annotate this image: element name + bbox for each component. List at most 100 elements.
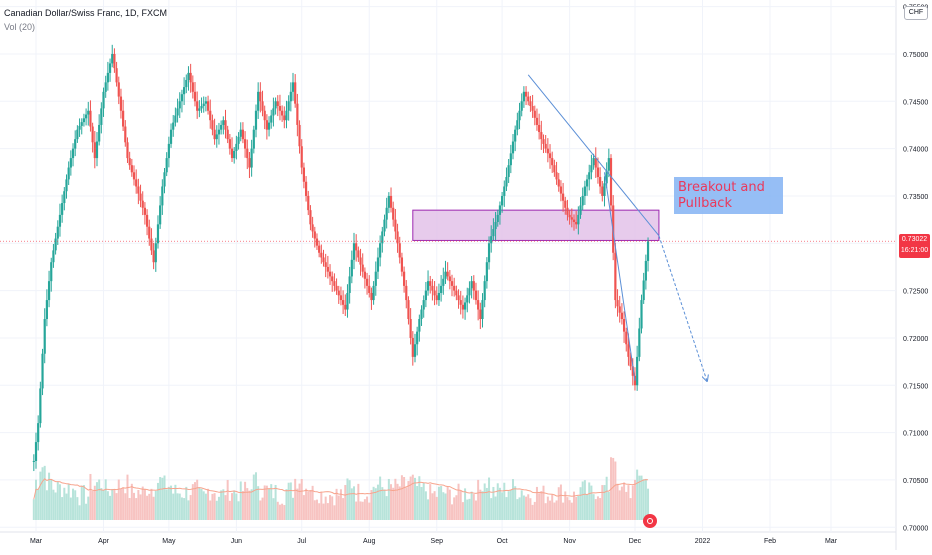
legend: Canadian Dollar/Swiss Franc, 1D, FXCM Vo…	[4, 6, 167, 34]
candle-body	[78, 125, 81, 130]
volume-bar	[80, 485, 83, 520]
volume-bar	[353, 486, 355, 520]
x-tick-label: Jul	[297, 538, 306, 545]
candle-body	[564, 200, 567, 208]
candle-body	[115, 68, 118, 83]
volume-bar	[612, 457, 615, 520]
volume-bar	[322, 503, 325, 520]
candle-body	[385, 207, 388, 220]
candle-body	[294, 82, 297, 104]
currency-badge[interactable]: CHF	[904, 6, 928, 20]
volume-bar	[575, 496, 578, 520]
candle-body	[185, 79, 188, 88]
y-tick-label: 0.72500	[903, 289, 928, 296]
volume-bar	[546, 496, 549, 520]
volume-bar	[494, 496, 497, 520]
volume-bar	[579, 487, 582, 520]
candle-body	[498, 205, 502, 215]
volume-bar	[396, 483, 399, 520]
volume-bar	[431, 493, 434, 520]
candle-body	[566, 207, 569, 215]
candle-body	[307, 195, 310, 211]
volume-bar	[196, 479, 199, 520]
volume-bar	[231, 493, 234, 520]
tradingview-logo-icon[interactable]	[643, 514, 657, 528]
candle-body	[470, 281, 473, 289]
volume-bar	[119, 488, 122, 520]
volume-bar	[474, 500, 477, 520]
candle-body	[514, 129, 517, 142]
candle-body	[603, 183, 606, 196]
volume-bar	[172, 493, 175, 520]
volume-bar	[383, 489, 386, 520]
volume-bar	[72, 488, 75, 520]
candle-body	[196, 101, 199, 111]
candle-body	[542, 139, 545, 144]
candle-body	[150, 238, 153, 251]
candle-body	[376, 257, 380, 272]
volume-bar	[289, 482, 292, 520]
volume-bar	[603, 485, 606, 520]
candle-body	[141, 200, 144, 208]
candle-body	[191, 82, 194, 92]
candle-body	[442, 278, 445, 286]
volume-bar	[485, 487, 488, 520]
candle-body	[252, 129, 255, 149]
candle-body	[409, 319, 412, 338]
candle-body	[139, 193, 142, 201]
volume-bar	[625, 491, 628, 520]
volume-bar	[226, 479, 229, 520]
volume-bar	[100, 488, 103, 520]
y-tick-label: 0.75000	[903, 52, 928, 59]
volume-bar	[292, 497, 295, 520]
volume-bar	[339, 489, 342, 520]
volume-bar	[424, 491, 427, 520]
candle-body	[34, 442, 38, 462]
volume-bar	[76, 497, 79, 520]
volume-bar	[268, 488, 271, 520]
volume-bar	[58, 484, 61, 520]
candle-body	[487, 243, 491, 263]
candle-body	[152, 250, 155, 263]
volume-bar	[65, 493, 68, 520]
volume-bar	[141, 486, 144, 520]
candle-body	[163, 172, 166, 187]
candle-body	[104, 82, 107, 92]
volume-bar	[217, 496, 220, 520]
candle-body	[161, 186, 164, 206]
volume-label[interactable]: Vol (20)	[4, 22, 36, 32]
volume-bar	[213, 493, 216, 520]
volume-bar	[512, 479, 514, 520]
volume-bar	[400, 475, 403, 520]
volume-bar	[87, 496, 90, 520]
candle-body	[132, 172, 136, 180]
candle-body	[627, 344, 630, 357]
candle-body	[577, 214, 580, 225]
candle-body	[261, 101, 264, 111]
candle-body	[440, 285, 443, 293]
candle-body	[644, 260, 647, 281]
candle-body	[326, 266, 329, 272]
candle-body	[47, 281, 51, 301]
volume-bar	[233, 490, 236, 520]
volume-bar	[346, 478, 349, 520]
candle-body	[433, 290, 436, 296]
candle-body	[65, 179, 68, 192]
x-tick-label: Aug	[363, 538, 376, 545]
volume-bar	[283, 505, 286, 520]
volume-bar	[374, 488, 377, 520]
candle-body	[333, 281, 336, 286]
symbol-label[interactable]: Canadian Dollar/Swiss Franc, 1D, FXCM	[4, 8, 168, 18]
candle-body	[609, 158, 613, 206]
candle-body	[629, 356, 632, 367]
candle-body	[108, 63, 112, 73]
candle-body	[522, 91, 525, 102]
volume-bar	[228, 500, 231, 520]
candle-body	[398, 243, 401, 258]
volume-bar	[411, 474, 414, 520]
candle-body	[640, 300, 643, 329]
annotation-box[interactable]: Breakout and Pullback	[674, 177, 783, 214]
volume-bar	[387, 478, 390, 520]
